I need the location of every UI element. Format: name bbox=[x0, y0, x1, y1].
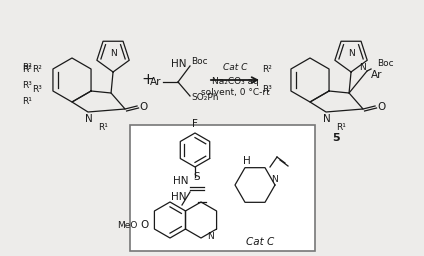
Text: R³: R³ bbox=[262, 86, 272, 94]
Text: Boc: Boc bbox=[377, 59, 393, 68]
Text: H: H bbox=[243, 156, 251, 166]
Text: HN: HN bbox=[173, 176, 189, 186]
Text: N: N bbox=[206, 232, 213, 241]
Text: R³: R³ bbox=[32, 86, 42, 94]
Bar bbox=[130, 125, 315, 251]
Text: R²: R² bbox=[22, 63, 32, 72]
Text: N: N bbox=[272, 176, 279, 185]
Text: S: S bbox=[194, 172, 200, 182]
Text: +: + bbox=[142, 72, 154, 88]
Text: N: N bbox=[85, 114, 93, 124]
Text: R¹: R¹ bbox=[98, 123, 108, 132]
Text: 5: 5 bbox=[332, 133, 340, 143]
Text: R¹: R¹ bbox=[336, 123, 346, 132]
Text: F: F bbox=[192, 119, 198, 129]
Text: Ar: Ar bbox=[150, 77, 161, 87]
Text: MeO: MeO bbox=[117, 220, 137, 229]
Text: R¹: R¹ bbox=[22, 98, 32, 106]
Text: R²: R² bbox=[22, 66, 32, 74]
Text: HN: HN bbox=[170, 192, 186, 202]
Text: Na₂CO₃ aq: Na₂CO₃ aq bbox=[212, 78, 259, 87]
Text: N: N bbox=[110, 48, 117, 58]
Text: R³: R³ bbox=[22, 80, 32, 90]
Text: Cat C: Cat C bbox=[223, 63, 247, 72]
Text: N: N bbox=[348, 48, 354, 58]
Text: HN: HN bbox=[170, 59, 186, 69]
Text: Ar: Ar bbox=[371, 70, 382, 80]
Text: SO₂Ph: SO₂Ph bbox=[191, 92, 218, 101]
Text: solvent, 0 °C-rt: solvent, 0 °C-rt bbox=[201, 88, 269, 97]
Text: R²: R² bbox=[262, 66, 272, 74]
Text: O: O bbox=[139, 102, 147, 112]
Text: O: O bbox=[141, 220, 149, 230]
Text: Boc: Boc bbox=[191, 58, 208, 67]
Text: Cat C: Cat C bbox=[246, 237, 274, 247]
Text: N: N bbox=[323, 114, 331, 124]
Text: O: O bbox=[377, 102, 385, 112]
Text: N: N bbox=[359, 62, 366, 71]
Text: R²: R² bbox=[32, 66, 42, 74]
